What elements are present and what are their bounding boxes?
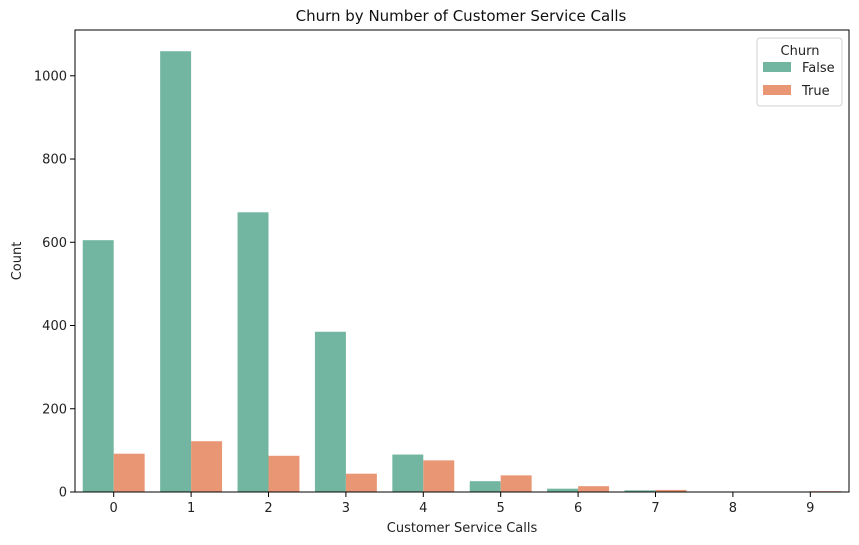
legend-title: Churn [781,44,820,59]
x-tick-label: 9 [806,501,814,516]
y-axis: 0 200 400 600 800 1000 [34,69,75,501]
bar-true-5 [500,475,532,492]
x-tick-label: 1 [187,501,195,516]
bar-false-0 [82,240,114,492]
legend-label-true: True [801,84,830,99]
x-tick-label: 7 [651,501,659,516]
bar-false-6 [547,488,579,492]
x-tick-label: 6 [574,501,582,516]
bar-true-7 [655,489,687,492]
bar-false-2 [237,212,269,492]
bar-false-3 [314,331,346,492]
bar-true-3 [345,473,377,492]
x-tick-label: 8 [729,501,737,516]
y-tick-label: 0 [59,486,67,501]
x-tick-label: 0 [110,501,118,516]
bar-false-5 [469,481,501,492]
y-tick-label: 800 [42,153,67,168]
bar-false-7 [624,490,656,492]
bar-false-4 [392,454,424,492]
legend: Churn False True [756,37,843,107]
x-tick-label: 2 [264,501,272,516]
bars-layer [82,51,842,493]
legend-swatch-true [763,85,791,95]
bar-true-1 [191,441,223,492]
bar-true-6 [578,486,610,492]
chart-title: Churn by Number of Customer Service Call… [296,7,627,25]
bar-true-0 [113,453,145,492]
x-axis: 0 1 2 3 4 5 6 7 8 9 [110,492,814,516]
bar-true-4 [423,460,455,492]
x-tick-label: 5 [497,501,505,516]
y-tick-label: 200 [42,402,67,417]
legend-swatch-false [763,62,791,72]
y-axis-label: Count [10,242,25,281]
plot-frame [74,29,850,493]
x-tick-label: 4 [419,501,427,516]
y-tick-label: 400 [42,319,67,334]
bar-true-2 [268,455,300,492]
x-tick-label: 3 [342,501,350,516]
y-tick-label: 1000 [34,69,67,84]
x-axis-label: Customer Service Calls [387,521,538,536]
y-tick-label: 600 [42,236,67,251]
legend-label-false: False [802,61,835,76]
bar-false-1 [160,51,192,493]
